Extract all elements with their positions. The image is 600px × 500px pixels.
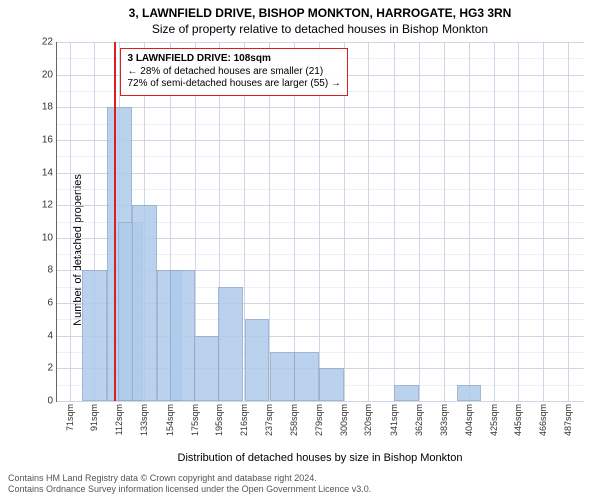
x-tick-label: 195sqm [214,404,224,436]
x-tick-label: 216sqm [239,404,249,436]
grid-line-h [57,401,584,402]
x-tick-label: 237sqm [264,404,274,436]
y-tick-label: 2 [29,363,53,374]
x-tick-label: 445sqm [513,404,523,436]
grid-line-v [294,42,295,401]
y-tick-label: 6 [29,298,53,309]
histogram-bar [457,385,482,401]
grid-line-v [518,42,519,401]
grid-line-v [469,42,470,401]
y-tick-label: 0 [29,396,53,407]
y-tick-label: 12 [29,200,53,211]
grid-line-v [368,42,369,401]
annotation-line-2: ← 28% of detached houses are smaller (21… [127,66,340,79]
y-tick-label: 22 [29,37,53,48]
x-tick-label: 466sqm [538,404,548,436]
histogram-bar [319,368,344,401]
grid-line-v [494,42,495,401]
histogram-bar [294,352,319,401]
x-tick-label: 320sqm [363,404,373,436]
histogram-bar [245,319,270,401]
x-tick-label: 175sqm [190,404,200,436]
property-marker-line [114,42,116,401]
histogram-bar [82,270,107,401]
x-tick-label: 133sqm [139,404,149,436]
grid-line-h [57,189,584,190]
histogram-bar [270,352,295,401]
histogram-bar [394,385,419,401]
x-tick-label: 279sqm [314,404,324,436]
x-axis-caption: Distribution of detached houses by size … [50,452,590,464]
x-tick-label: 71sqm [65,404,75,431]
grid-line-v [319,42,320,401]
y-tick-label: 8 [29,265,53,276]
grid-line-h [57,42,584,43]
chart-title-sub: Size of property relative to detached ho… [50,22,590,36]
grid-line-v [568,42,569,401]
y-tick-label: 4 [29,330,53,341]
x-tick-label: 112sqm [114,404,124,435]
grid-line-v [70,42,71,401]
grid-line-v [543,42,544,401]
property-size-chart: 3, LAWNFIELD DRIVE, BISHOP MONKTON, HARR… [0,0,600,500]
plot-area: 024681012141618202271sqm91sqm112sqm133sq… [56,42,584,402]
grid-line-v [344,42,345,401]
histogram-bar [170,270,195,401]
x-tick-label: 383sqm [439,404,449,436]
chart-title-main: 3, LAWNFIELD DRIVE, BISHOP MONKTON, HARR… [50,6,590,20]
grid-line-h [57,173,584,174]
license-footer: Contains HM Land Registry data © Crown c… [8,473,592,496]
x-tick-label: 404sqm [464,404,474,436]
grid-line-h [57,156,584,157]
x-tick-label: 341sqm [389,404,399,436]
annotation-line-1: 3 LAWNFIELD DRIVE: 108sqm [127,53,340,66]
grid-line-h [57,140,584,141]
footer-line-1: Contains HM Land Registry data © Crown c… [8,473,592,485]
grid-line-v [394,42,395,401]
x-tick-label: 300sqm [339,404,349,436]
grid-line-h [57,107,584,108]
y-tick-label: 14 [29,167,53,178]
histogram-bar [132,205,157,401]
grid-line-h [57,124,584,125]
histogram-bar [194,336,219,401]
annotation-line-3: 72% of semi-detached houses are larger (… [127,78,340,91]
y-tick-label: 18 [29,102,53,113]
x-tick-label: 487sqm [563,404,573,436]
footer-line-2: Contains Ordnance Survey information lic… [8,484,592,496]
marker-annotation: 3 LAWNFIELD DRIVE: 108sqm ← 28% of detac… [120,48,347,96]
x-tick-label: 258sqm [289,404,299,436]
histogram-bar [218,287,243,401]
grid-line-v [444,42,445,401]
x-tick-label: 425sqm [489,404,499,436]
x-tick-label: 362sqm [414,404,424,436]
y-tick-label: 10 [29,232,53,243]
x-tick-label: 154sqm [165,404,175,436]
x-tick-label: 91sqm [89,404,99,431]
grid-line-v [419,42,420,401]
y-tick-label: 20 [29,69,53,80]
y-tick-label: 16 [29,134,53,145]
